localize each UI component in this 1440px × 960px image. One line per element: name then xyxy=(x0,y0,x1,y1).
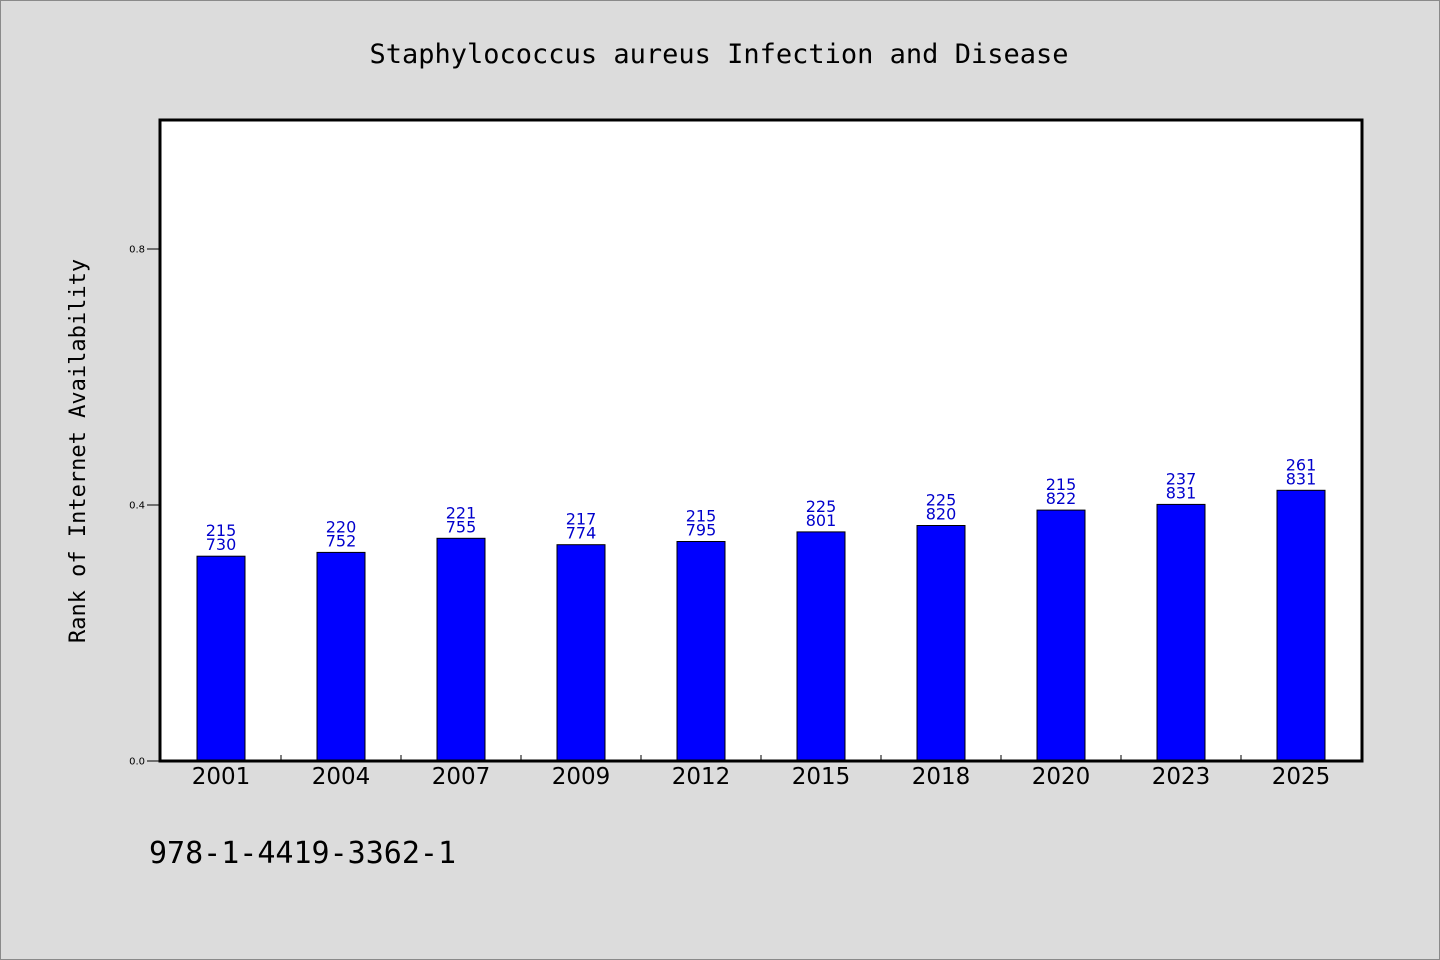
bar-2025 xyxy=(1276,489,1326,762)
y-tick-label: 0.4 xyxy=(129,501,145,512)
bar-2001 xyxy=(196,555,246,762)
data-label-bottom: 730 xyxy=(206,535,237,554)
data-label-top: 217 xyxy=(566,510,597,529)
bar-2015 xyxy=(796,531,846,762)
x-axis: 2001 2004 2007 2009 2012 2015 2018 2020 2023 2025 xyxy=(192,755,1331,790)
data-label-bottom: 755 xyxy=(446,517,477,536)
y-axis-label: Rank of Internet Availability xyxy=(66,259,91,643)
data-label-top: 215 xyxy=(206,521,237,540)
bar-2023 xyxy=(1156,503,1206,762)
data-label-top: 225 xyxy=(806,497,837,516)
x-tick-label: 2020 xyxy=(1032,764,1091,790)
data-label-bottom: 822 xyxy=(1046,489,1077,508)
data-label-bottom: 774 xyxy=(566,524,597,543)
isbn-footnote: 978-1-4419-3362-1 xyxy=(149,836,456,871)
data-label-top: 221 xyxy=(446,503,477,522)
bar-2007 xyxy=(436,537,486,762)
data-label-bottom: 820 xyxy=(926,505,957,524)
x-tick-label: 2004 xyxy=(312,764,371,790)
bar-2004 xyxy=(316,551,366,762)
data-label-bottom: 831 xyxy=(1286,469,1317,488)
data-label-bottom: 831 xyxy=(1166,483,1197,502)
y-tick-label: 0.8 xyxy=(129,245,145,256)
data-label-bottom: 752 xyxy=(326,531,357,550)
x-tick-label: 2009 xyxy=(552,764,611,790)
x-tick-label: 2001 xyxy=(192,764,251,790)
data-label-top: 215 xyxy=(686,507,717,526)
bar-2018 xyxy=(916,525,966,762)
x-tick-label: 2007 xyxy=(432,764,491,790)
x-tick-label: 2023 xyxy=(1152,764,1211,790)
data-label-top: 225 xyxy=(926,491,957,510)
data-label-bottom: 801 xyxy=(806,511,837,530)
data-label-top: 261 xyxy=(1286,455,1317,474)
x-tick-label: 2015 xyxy=(792,764,851,790)
bar-2012 xyxy=(676,541,726,762)
data-label-top: 237 xyxy=(1166,469,1197,488)
x-tick-label: 2012 xyxy=(672,764,731,790)
data-label-top: 215 xyxy=(1046,475,1077,494)
plot-frame xyxy=(158,118,1364,763)
bar-2020 xyxy=(1036,509,1086,762)
bars-group xyxy=(196,489,1326,762)
data-label-top: 220 xyxy=(326,517,357,536)
x-tick-label: 2025 xyxy=(1272,764,1331,790)
bar-2009 xyxy=(556,544,606,762)
y-axis: 0.0 0.4 0.8 xyxy=(129,245,161,768)
y-tick-label: 0.0 xyxy=(129,757,145,768)
chart-title: Staphylococcus aureus Infection and Dise… xyxy=(370,39,1069,70)
data-label-bottom: 795 xyxy=(686,521,717,540)
x-tick-label: 2018 xyxy=(912,764,971,790)
